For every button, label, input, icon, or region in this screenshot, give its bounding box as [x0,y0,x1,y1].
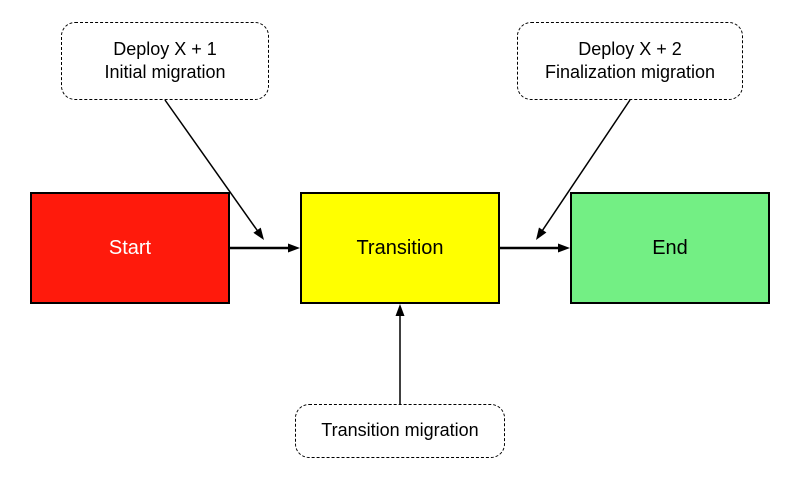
deploy-x2-label: Deploy X + 2 Finalization migration [545,38,715,85]
arrowhead-icon [288,244,300,253]
deploy-x1-box: Deploy X + 1 Initial migration [61,22,269,100]
transition-box: Transition [300,192,500,304]
end-label: End [652,235,688,261]
diagram-canvas: Deploy X + 1 Initial migration Deploy X … [0,0,802,502]
arrowhead-icon [558,244,570,253]
transition-migration-label: Transition migration [321,419,478,442]
transition-migration-box: Transition migration [295,404,505,458]
arrowhead-icon [396,304,405,316]
start-box: Start [30,192,230,304]
deploy-x1-label: Deploy X + 1 Initial migration [104,38,225,85]
start-label: Start [109,235,151,261]
arrowhead-icon [253,228,264,240]
transition-label: Transition [356,235,443,261]
end-box: End [570,192,770,304]
arrowhead-icon [536,228,546,240]
deploy-x2-box: Deploy X + 2 Finalization migration [517,22,743,100]
